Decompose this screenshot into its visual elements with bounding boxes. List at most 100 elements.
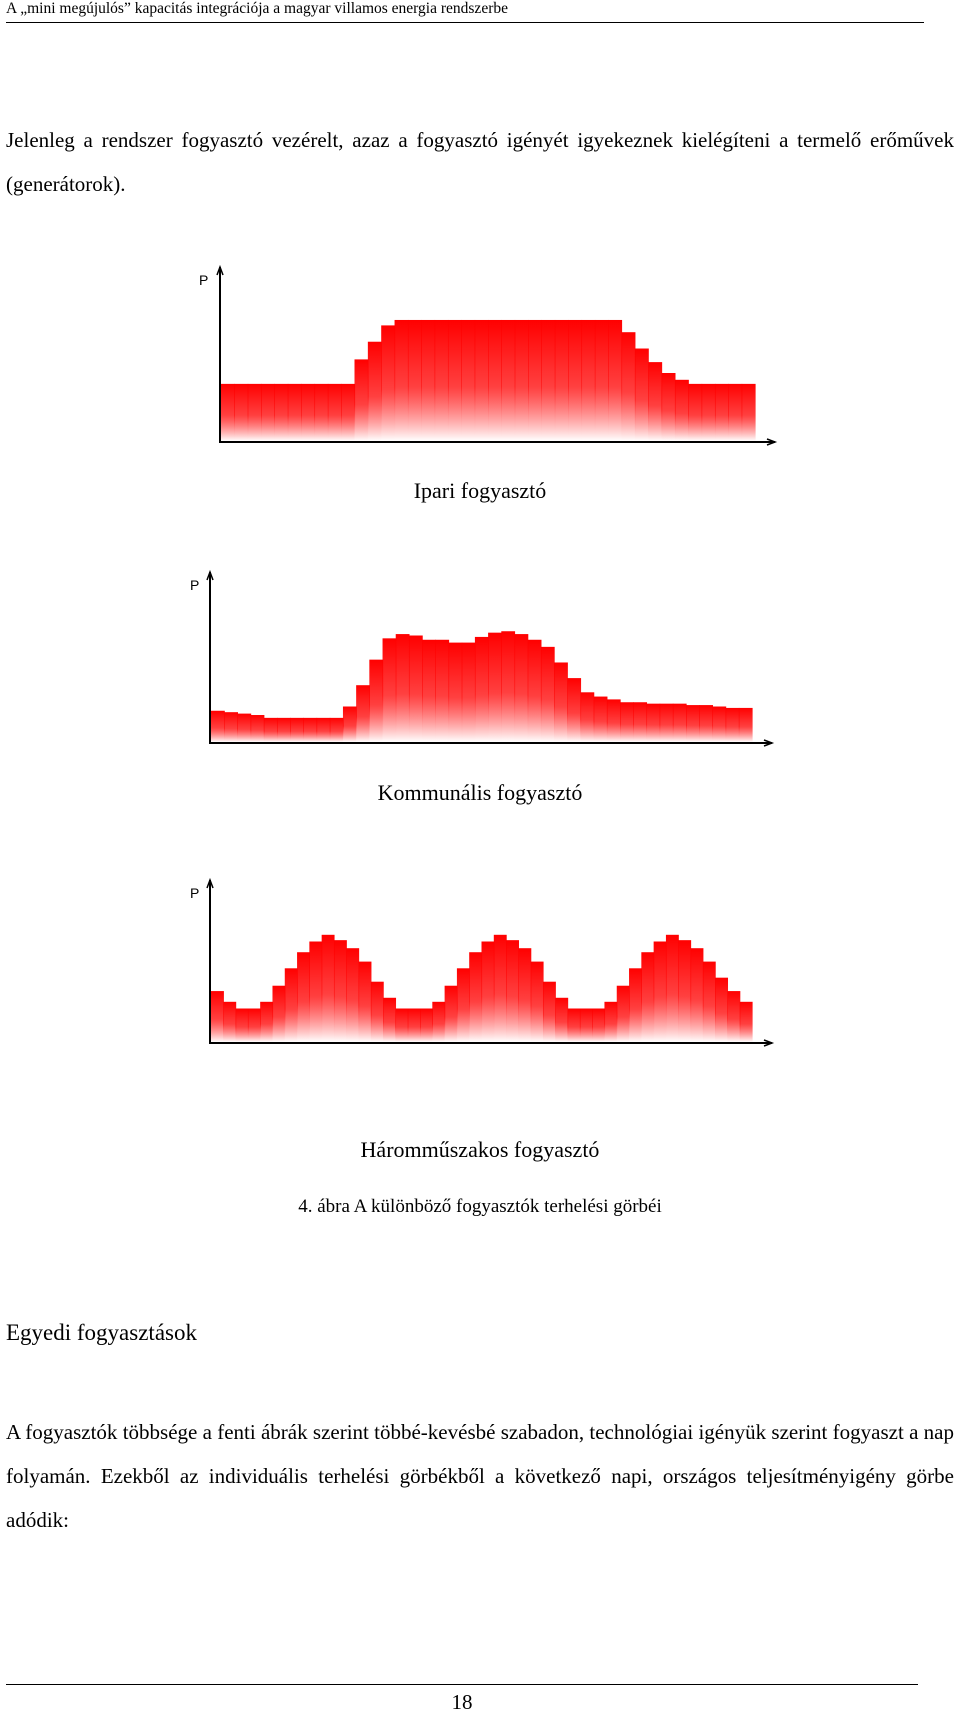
load-step-bar (276, 717, 291, 742)
load-step-bar (728, 383, 743, 441)
y-axis-arrow-icon (206, 569, 214, 581)
load-step-bar (370, 981, 384, 1042)
load-step-bar (690, 948, 704, 1042)
load-step-bar (448, 642, 463, 742)
load-step-bar (620, 702, 634, 742)
page-number: 18 (451, 1690, 473, 1714)
load-step-bar (408, 635, 423, 742)
load-step-bar (633, 702, 648, 742)
load-step-bar (506, 940, 519, 1042)
load-step-bar (284, 968, 298, 1042)
load-step-bar (234, 383, 249, 441)
load-step-bar (395, 634, 410, 742)
load-step-bar (580, 692, 595, 742)
load-step-bar (263, 717, 278, 742)
load-step-bar (395, 1008, 409, 1042)
communal-load-chart: P (190, 569, 775, 747)
load-step-bar (608, 319, 623, 441)
load-step-bar (211, 710, 225, 742)
y-axis-label: P (199, 272, 208, 288)
load-step-bar (432, 1001, 446, 1042)
load-step-bar (661, 373, 676, 441)
load-step-bar (648, 362, 663, 441)
load-step-bar (629, 968, 642, 1042)
load-step-bar (701, 383, 716, 441)
load-step-bar (407, 1008, 421, 1042)
load-step-bar (444, 985, 458, 1042)
load-step-bar (540, 646, 555, 742)
load-step-bar (481, 941, 495, 1042)
load-step-bar (702, 961, 716, 1042)
section-heading: Egyedi fogyasztások (6, 1320, 197, 1345)
load-step-bar (422, 639, 436, 742)
load-step-bar (327, 383, 342, 441)
load-step-bar (738, 707, 753, 742)
load-step-bar (542, 981, 556, 1042)
load-step-bar (739, 1001, 753, 1042)
load-step-bar (356, 685, 370, 742)
load-step-bar (493, 934, 507, 1042)
load-step-bar (369, 659, 384, 742)
load-step-bar (567, 1008, 581, 1042)
load-step-bar (665, 934, 679, 1042)
load-step-bar (394, 319, 409, 441)
load-step-bar (727, 991, 741, 1042)
load-step-bar (447, 319, 462, 441)
load-step-bar (247, 1008, 261, 1042)
load-step-bar (501, 319, 516, 441)
load-step-bar (381, 325, 396, 441)
load-step-bar (329, 717, 344, 742)
load-step-bar (367, 341, 382, 441)
load-step-bar (528, 319, 542, 441)
footer-rule (6, 1684, 918, 1685)
load-step-bar (420, 1008, 433, 1042)
load-step-bar (659, 703, 674, 742)
load-step-bar (237, 713, 252, 742)
load-step-bar (301, 383, 316, 441)
load-step-bar (435, 639, 450, 742)
load-step-bar (674, 379, 689, 441)
load-step-bar (469, 952, 483, 1042)
load-step-bar (341, 383, 356, 441)
load-step-bar (621, 332, 636, 441)
x-axis-arrow-icon (763, 1039, 775, 1047)
load-step-bar (321, 934, 335, 1042)
load-step-bar (688, 383, 703, 441)
load-step-bar (616, 985, 630, 1042)
load-step-bar (634, 348, 649, 441)
load-step-bar (604, 1001, 618, 1042)
load-step-bar (567, 678, 582, 742)
load-step-bar (594, 319, 609, 441)
y-axis-label: P (190, 577, 199, 593)
load-step-bar (354, 359, 369, 441)
load-step-bar (592, 1008, 606, 1042)
load-step-bar (297, 952, 310, 1042)
load-step-bar (554, 662, 568, 742)
load-step-bar (501, 631, 516, 742)
load-step-bar (461, 319, 476, 441)
chart-caption-industrial: Ipari fogyasztó (413, 478, 547, 503)
load-step-bar (272, 985, 286, 1042)
load-step-bar (247, 383, 262, 441)
chart-caption-three-shift: Háromműszakos fogyasztó (360, 1137, 600, 1162)
load-step-bar (434, 319, 449, 441)
load-step-bar (303, 717, 318, 742)
load-step-bar (488, 632, 502, 742)
load-step-bar (641, 952, 655, 1042)
load-step-bar (221, 383, 235, 441)
load-step-bar (530, 961, 544, 1042)
running-header: A „mini megújulós” kapacitás integrációj… (6, 0, 924, 23)
figure-caption: 4. ábra A különböző fogyasztók terhelési… (298, 1196, 662, 1217)
load-step-bar (672, 703, 687, 742)
load-step-bar (309, 941, 323, 1042)
load-step-bar (699, 705, 714, 742)
intro-paragraph: Jelenleg a rendszer fogyasztó vezérelt, … (6, 128, 954, 196)
load-step-bar (421, 319, 436, 441)
load-step-bar (527, 639, 542, 742)
load-step-bar (358, 961, 372, 1042)
load-step-bar (606, 699, 621, 742)
x-axis-arrow-icon (766, 438, 778, 446)
load-step-bar (514, 319, 529, 441)
load-step-bar (250, 715, 265, 742)
load-step-bar (346, 948, 360, 1042)
